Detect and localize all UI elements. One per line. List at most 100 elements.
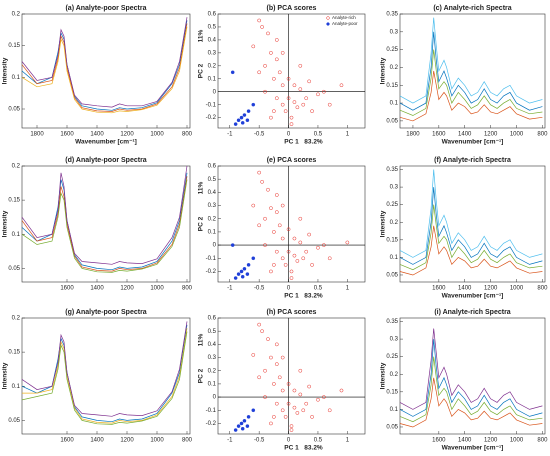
- score-point: [257, 18, 262, 23]
- score-point: [292, 236, 297, 241]
- score-point: [240, 274, 245, 279]
- score-point: [295, 411, 300, 415]
- y-tick-label: 0.3: [390, 29, 399, 35]
- score-point: [269, 115, 273, 120]
- y-tick-label: 0.6: [208, 12, 217, 18]
- panel-title: (b) PCA scores: [267, 5, 317, 12]
- score-point: [257, 170, 262, 175]
- score-point: [283, 109, 288, 114]
- spectrum-line: [399, 356, 543, 423]
- x-tick-label: 1600: [60, 286, 74, 292]
- x-tick-label: 1600: [432, 286, 446, 292]
- score-point: [269, 51, 273, 55]
- y-tick-label: 0.2: [12, 316, 21, 322]
- score-point: [245, 118, 250, 123]
- x-tick-label: 800: [182, 132, 193, 138]
- x-tick-label: 1000: [150, 286, 164, 292]
- score-point: [289, 115, 294, 120]
- y-tick-label: 0.1: [12, 232, 21, 238]
- x-tick-label: 1600: [432, 132, 446, 138]
- score-point: [280, 388, 285, 393]
- spectrum-line: [21, 165, 188, 265]
- y-tick-label: 0.15: [8, 43, 20, 49]
- score-point: [310, 415, 314, 419]
- legend-marker: [326, 16, 330, 20]
- y-tick-label: 0.1: [12, 384, 21, 390]
- x-tick-label: 1400: [458, 286, 472, 292]
- panel-title: (h) PCA scores: [267, 309, 317, 316]
- y-tick-label: 0.1: [208, 381, 217, 387]
- y-tick-label: 0.3: [208, 355, 217, 361]
- score-point: [242, 419, 247, 423]
- x-axis-label: Wavenumber [cm⁻¹]: [442, 293, 504, 300]
- score-point: [277, 70, 282, 75]
- score-point: [289, 122, 294, 126]
- score-point: [289, 269, 294, 274]
- score-point: [242, 267, 247, 271]
- x-tick-label: 1000: [510, 438, 524, 444]
- score-point: [233, 276, 238, 280]
- y-axis-label: Intensity: [380, 210, 387, 237]
- plot-area: [21, 165, 191, 283]
- score-point: [266, 31, 270, 36]
- x-tick-label: 1000: [510, 132, 524, 138]
- spectrum-line: [22, 328, 188, 424]
- score-point: [307, 232, 311, 237]
- panel-title: (c) Analyte-rich Spectra: [433, 5, 511, 12]
- score-point: [245, 424, 250, 428]
- score-point: [298, 240, 303, 245]
- score-point: [283, 263, 288, 267]
- x-tick-label: -1: [227, 132, 233, 138]
- score-point: [236, 118, 241, 123]
- score-point: [239, 421, 244, 426]
- score-point: [295, 259, 300, 263]
- x-tick-label: 1800: [406, 132, 420, 138]
- spectrum-line: [399, 328, 543, 410]
- plot-area: [399, 165, 546, 283]
- x-tick-label: 800: [182, 438, 193, 444]
- score-point: [304, 96, 309, 101]
- score-point: [257, 70, 262, 75]
- y-tick-label: 0.3: [390, 337, 399, 343]
- score-point: [263, 63, 267, 68]
- spectrum-line: [399, 187, 543, 265]
- score-point: [327, 102, 332, 107]
- score-point: [292, 100, 297, 104]
- x-axis-label: Wavenumber [cm⁻¹]: [442, 445, 504, 452]
- y-tick-label: 0.05: [8, 266, 20, 272]
- x-axis-label: Wavenumber [cm⁻¹]: [442, 139, 504, 146]
- score-point: [298, 216, 303, 221]
- y-tick-label: 0.05: [386, 118, 398, 124]
- y-variance: 11%: [198, 333, 205, 346]
- x-tick-label: 1200: [120, 438, 134, 444]
- y-tick-label: -0.2: [206, 115, 217, 121]
- y-tick-label: 0.1: [390, 101, 399, 107]
- plot-area: [399, 317, 546, 435]
- y-tick-label: -0.1: [206, 408, 217, 414]
- score-point: [257, 375, 262, 380]
- spectrum-line: [399, 70, 543, 122]
- y-axis-label: PC 2: [198, 216, 205, 231]
- y-tick-label: 0.15: [8, 350, 20, 356]
- score-point: [251, 102, 256, 107]
- y-tick-label: 0.25: [386, 202, 398, 208]
- score-point: [286, 401, 291, 406]
- plot-area: [21, 13, 191, 129]
- score-point: [239, 115, 244, 120]
- x-tick-label: 1200: [120, 286, 134, 292]
- score-point: [321, 243, 326, 247]
- y-tick-label: 0.2: [208, 216, 217, 222]
- score-point: [274, 57, 279, 62]
- spectrum-line: [21, 176, 188, 272]
- score-point: [269, 269, 273, 274]
- score-point: [272, 76, 276, 81]
- score-point: [298, 63, 303, 68]
- plot-area: [217, 317, 366, 435]
- y-tick-label: -0.2: [206, 421, 217, 427]
- score-point: [251, 44, 256, 49]
- score-point: [274, 38, 279, 42]
- y-axis-label: PC 2: [198, 63, 205, 78]
- y-tick-label: 0.6: [208, 316, 217, 322]
- score-point: [274, 401, 279, 406]
